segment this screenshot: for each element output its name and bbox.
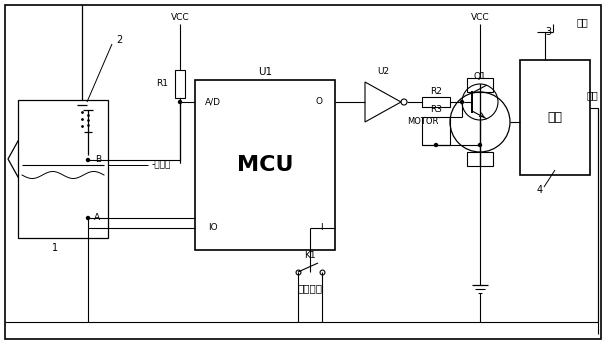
Text: IO: IO	[208, 224, 218, 233]
Text: 1: 1	[52, 243, 58, 253]
Text: A: A	[94, 214, 100, 223]
Text: 进水: 进水	[577, 17, 589, 27]
Text: U2: U2	[377, 67, 389, 76]
Text: VCC: VCC	[471, 13, 489, 22]
Text: B: B	[95, 155, 101, 164]
Text: K1: K1	[304, 251, 316, 260]
Text: VCC: VCC	[171, 13, 189, 22]
Text: I: I	[320, 224, 322, 233]
Circle shape	[87, 159, 90, 161]
Text: R2: R2	[430, 86, 442, 96]
Text: 4: 4	[537, 185, 543, 195]
Text: MOTOR: MOTOR	[407, 118, 438, 127]
Bar	[467, 152, 493, 166]
Bar	[467, 78, 493, 92]
Circle shape	[461, 100, 464, 104]
Bar	[422, 97, 450, 107]
Text: A/D: A/D	[205, 97, 221, 107]
Text: 2: 2	[116, 35, 122, 45]
Circle shape	[479, 143, 482, 147]
Bar	[195, 80, 335, 250]
Bar	[520, 60, 590, 175]
Bar	[175, 70, 185, 98]
Text: MCU: MCU	[237, 155, 293, 175]
Text: R3: R3	[430, 106, 442, 115]
Text: U1: U1	[258, 67, 272, 77]
Text: 水泵: 水泵	[547, 111, 562, 124]
Circle shape	[87, 216, 90, 219]
Text: O: O	[316, 97, 322, 107]
Bar	[422, 117, 450, 145]
Text: Q1: Q1	[474, 72, 487, 80]
Text: 3: 3	[545, 27, 551, 37]
Circle shape	[179, 100, 182, 104]
Circle shape	[435, 143, 438, 147]
Text: 控制按锥: 控制按锥	[298, 283, 322, 293]
Text: 出水: 出水	[586, 90, 598, 100]
Bar	[18, 100, 108, 238]
Text: R1: R1	[156, 79, 168, 88]
Text: -水位线: -水位线	[152, 161, 171, 170]
